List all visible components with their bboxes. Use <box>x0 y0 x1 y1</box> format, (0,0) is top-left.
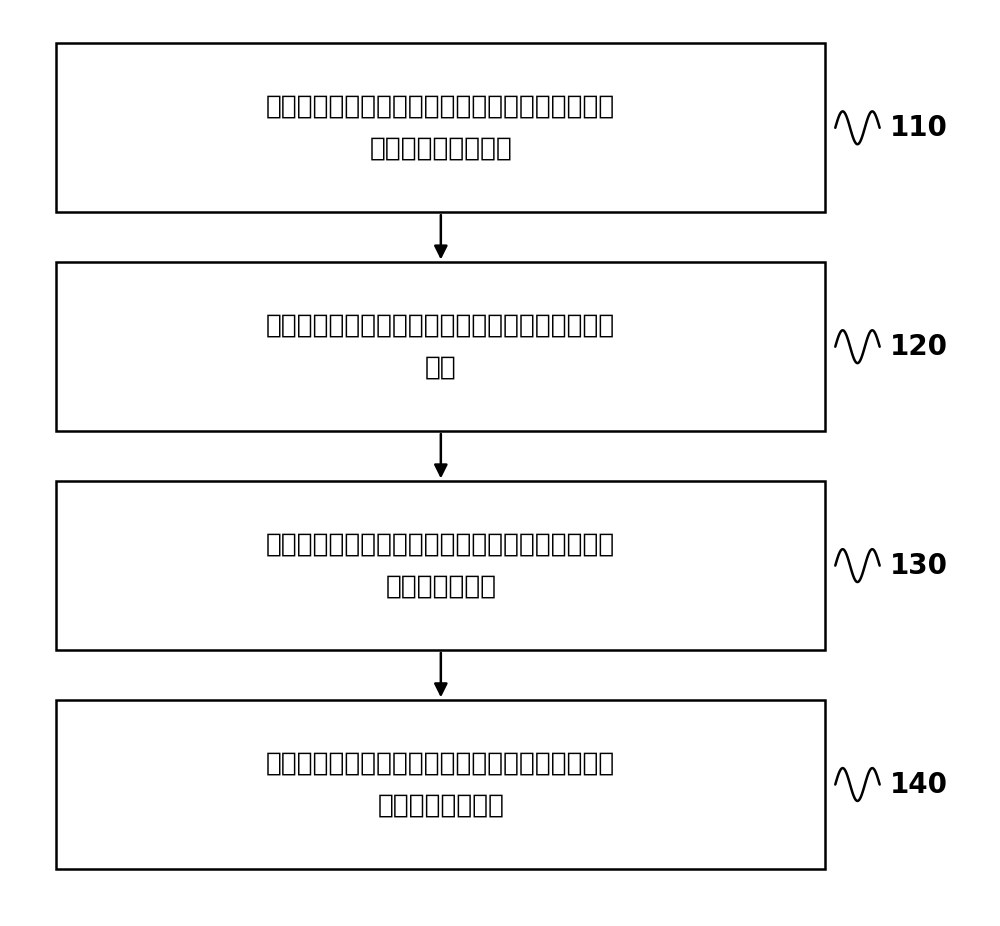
Text: 根据行重映射表和与目标地址对应的原始行地址，
确定访问行地址: 根据行重映射表和与目标地址对应的原始行地址， 确定访问行地址 <box>266 532 615 600</box>
Bar <box>56 262 825 432</box>
Text: 根据访问请求，对由访问行地址和目标地址确定的
内存单元进行访问: 根据访问请求，对由访问行地址和目标地址确定的 内存单元进行访问 <box>266 750 615 819</box>
Text: 120: 120 <box>890 332 948 361</box>
Bar <box>56 44 825 212</box>
Text: 获取对非易失内存的访问请求，访问请求包括物理
地址和操作属性标识: 获取对非易失内存的访问请求，访问请求包括物理 地址和操作属性标识 <box>266 94 615 162</box>
Bar <box>56 700 825 869</box>
Text: 140: 140 <box>890 770 948 798</box>
Text: 对物理地址进行解析，确定与物理地址对应的目标
地址: 对物理地址进行解析，确定与物理地址对应的目标 地址 <box>266 313 615 381</box>
Bar <box>56 482 825 650</box>
Text: 110: 110 <box>890 114 947 142</box>
Text: 130: 130 <box>890 552 948 580</box>
